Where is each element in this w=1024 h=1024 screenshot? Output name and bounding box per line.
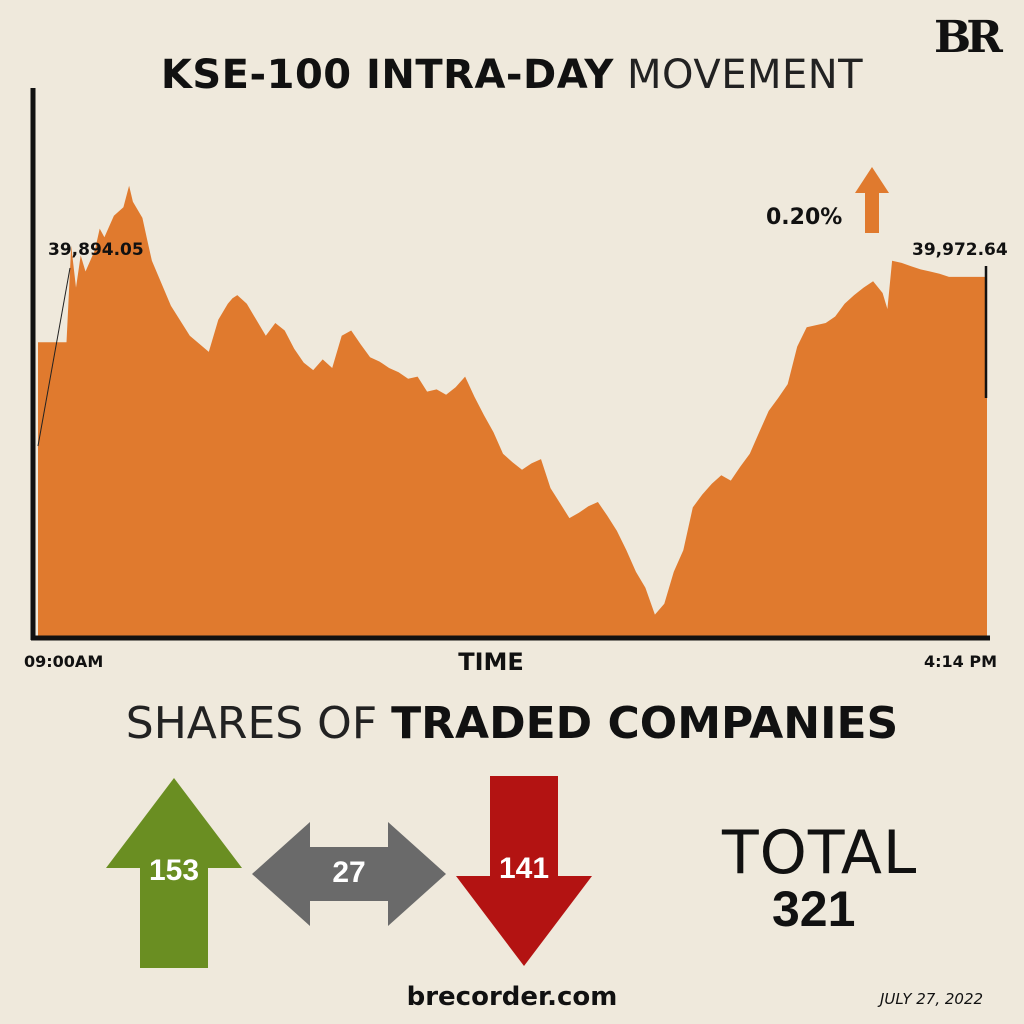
title-bold: KSE-100 INTRA-DAY	[160, 52, 614, 98]
decliners-count: 141	[498, 852, 550, 885]
title-light: MOVEMENT	[627, 52, 864, 98]
breadth-heading-bold: TRADED COMPANIES	[391, 698, 899, 749]
x-axis-title: TIME	[458, 648, 524, 676]
advancers-up-arrow-icon: 153	[106, 778, 242, 968]
breadth-heading: SHARES OF TRADED COMPANIES	[0, 698, 1024, 749]
end-value-label: 39,972.64	[912, 240, 1008, 260]
website-url: brecorder.com	[406, 982, 618, 1012]
publish-date: JULY 27, 2022	[880, 990, 984, 1008]
breadth-heading-light: SHARES OF	[125, 698, 378, 749]
decliners-down-arrow-icon: 141	[456, 776, 592, 966]
total-value: 321	[772, 881, 856, 937]
start-leader-line	[37, 267, 71, 447]
unchanged-double-arrow-icon: 27	[252, 822, 446, 926]
unchanged-count: 27	[332, 856, 366, 889]
br-logo: BR	[934, 12, 1003, 63]
intraday-area	[38, 185, 987, 637]
x-tick-start: 09:00AM	[24, 652, 104, 671]
x-tick-end: 4:14 PM	[924, 652, 998, 671]
advancers-count: 153	[148, 854, 200, 887]
total-label: TOTAL	[722, 818, 918, 888]
chart-title: KSE-100 INTRA-DAY MOVEMENT	[0, 52, 1024, 98]
change-up-arrow-icon	[855, 167, 889, 233]
start-value-label: 39,894.05	[48, 240, 144, 260]
change-percent: 0.20%	[766, 205, 843, 230]
